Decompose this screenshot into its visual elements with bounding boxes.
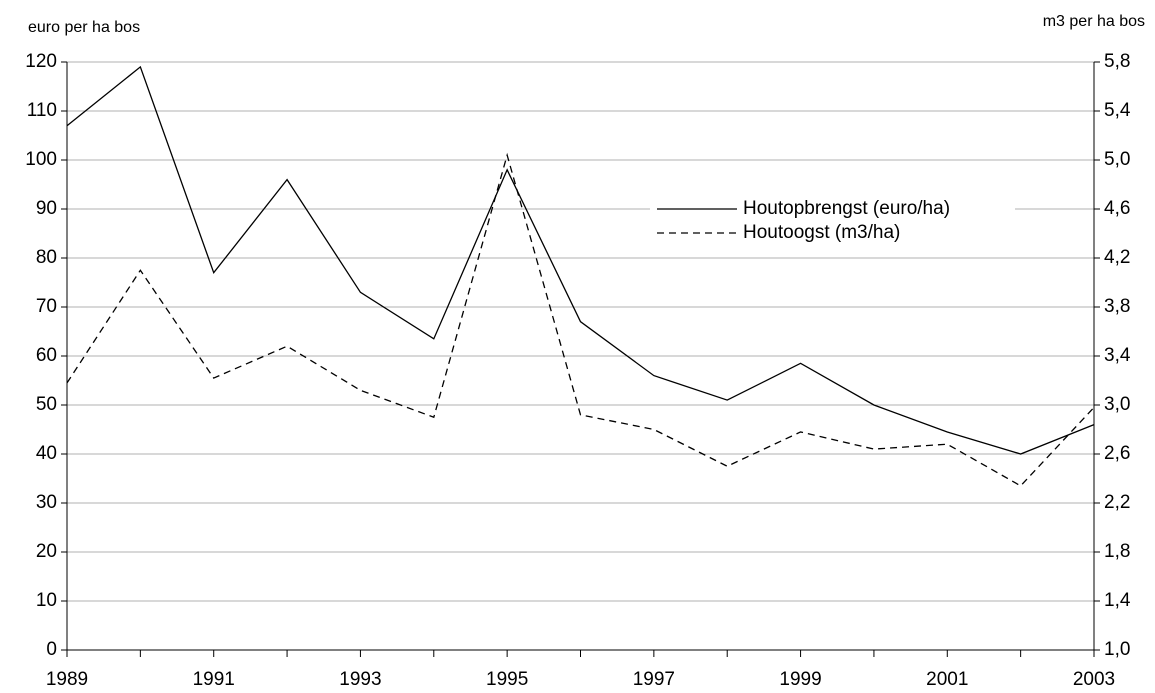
y-tick-label: 30 bbox=[36, 492, 57, 513]
y-tick-label: 80 bbox=[36, 247, 57, 268]
y2-tick-label: 3,8 bbox=[1104, 296, 1130, 317]
legend-box bbox=[650, 195, 1015, 253]
y-tick-label: 60 bbox=[36, 345, 57, 366]
line bbox=[66, 152, 1095, 487]
legend-label: Houtoogst (m3/ha) bbox=[743, 222, 900, 243]
y2-tick-label: 4,2 bbox=[1104, 247, 1130, 268]
x-tick-label: 1993 bbox=[339, 669, 381, 690]
y2-tick-label: 5,4 bbox=[1104, 100, 1131, 121]
y2-axis-label: m3 per ha bos bbox=[1043, 13, 1145, 30]
y2-tick-label: 1,0 bbox=[1104, 639, 1130, 660]
y2-tick-label: 1,4 bbox=[1104, 590, 1131, 611]
x-tick-label: 2001 bbox=[926, 669, 968, 690]
x-tick-label: 1997 bbox=[633, 669, 675, 690]
y-tick-label: 20 bbox=[36, 541, 57, 562]
y2-tick-label: 5,0 bbox=[1104, 149, 1130, 170]
y2-tick-label: 5,8 bbox=[1104, 51, 1130, 72]
y-tick-label: 70 bbox=[36, 296, 57, 317]
y2-tick-label: 4,6 bbox=[1104, 198, 1130, 219]
y2-tick-label: 2,6 bbox=[1104, 443, 1130, 464]
line bbox=[66, 65, 1095, 455]
y2-tick-label: 3,4 bbox=[1104, 345, 1131, 366]
y2-tick-label: 3,0 bbox=[1104, 394, 1130, 415]
y-tick-label: 40 bbox=[36, 443, 57, 464]
y-tick-label: 10 bbox=[36, 590, 57, 611]
y2-tick-label: 2,2 bbox=[1104, 492, 1130, 513]
y-tick-label: 50 bbox=[36, 394, 57, 415]
y-tick-label: 100 bbox=[25, 149, 57, 170]
y-axis-label: euro per ha bos bbox=[28, 19, 140, 36]
x-tick-label: 1989 bbox=[46, 669, 88, 690]
y-tick-label: 0 bbox=[46, 639, 57, 660]
x-tick-label: 2003 bbox=[1073, 669, 1115, 690]
y-tick-label: 90 bbox=[36, 198, 57, 219]
legend-label: Houtopbrengst (euro/ha) bbox=[743, 198, 950, 219]
x-tick-label: 1991 bbox=[193, 669, 235, 690]
x-tick-label: 1995 bbox=[486, 669, 528, 690]
y-tick-label: 110 bbox=[27, 100, 57, 121]
y-tick-label: 120 bbox=[25, 51, 57, 72]
x-tick-label: 1999 bbox=[779, 669, 821, 690]
y2-tick-label: 1,8 bbox=[1104, 541, 1130, 562]
